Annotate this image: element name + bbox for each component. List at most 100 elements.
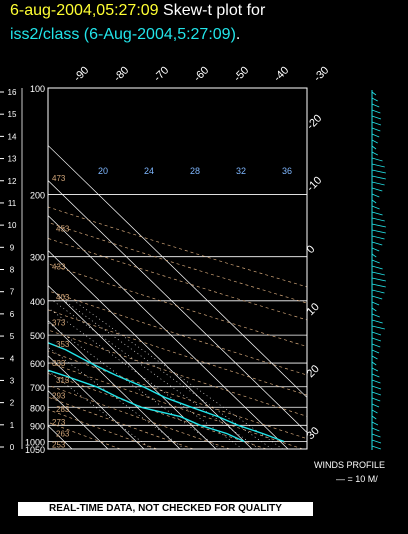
height-tick-label: 0: [10, 443, 15, 452]
height-tick-label: 13: [8, 155, 17, 164]
dry-adiabat-label: 263: [56, 430, 70, 439]
pressure-tick-label: 300: [30, 253, 45, 263]
plot-grid: [48, 88, 307, 449]
dry-adiabat-line: [48, 373, 267, 449]
wind-barb: [371, 181, 385, 186]
isotherm-top-label: -80: [112, 64, 132, 84]
dry-adiabat-label: 273: [52, 418, 66, 427]
wind-barb: [371, 379, 381, 384]
wind-barb: [371, 283, 386, 288]
winds-scale-label: — = 10 M/: [336, 474, 378, 484]
dry-adiabat-label: 253: [52, 441, 66, 450]
wind-barb: [371, 229, 386, 234]
dry-adiabat-line: [48, 350, 307, 440]
mixing-ratio-label: 24: [144, 166, 154, 176]
wind-barb: [371, 217, 385, 222]
wind-barb: [371, 409, 378, 414]
pressure-tick-label: 500: [30, 331, 45, 341]
mixing-ratio-line: [48, 307, 243, 449]
wind-barb: [371, 211, 383, 216]
isotherm-line: [48, 144, 307, 398]
wind-barb: [371, 127, 381, 132]
dry-adiabat-line: [48, 396, 194, 449]
sounding-traces: [48, 341, 285, 443]
height-tick-label: 10: [8, 221, 17, 230]
wind-barb: [371, 391, 382, 396]
isotherm-line: [48, 250, 253, 449]
wind-barb: [371, 271, 385, 276]
pressure-tick-label: 400: [30, 297, 45, 307]
height-tick-label: 8: [10, 266, 15, 275]
wind-barb: [371, 319, 383, 324]
isotherm-line: [48, 214, 289, 449]
title-line-1: 6-aug-2004,05:27:09 Skew-t plot for: [10, 2, 265, 20]
station-time: 6-aug-2004,05:27:09: [10, 2, 159, 19]
height-tick-label: 11: [8, 199, 17, 208]
wind-barb: [371, 157, 383, 162]
wind-barb: [371, 367, 379, 372]
isotherm-line: [48, 179, 307, 433]
wind-barb: [371, 151, 378, 156]
wind-barb: [371, 325, 385, 330]
dry-adiabat-line: [48, 361, 303, 449]
isotherm-top-label: -90: [72, 64, 92, 84]
isotherm-right-label: -20: [305, 112, 325, 132]
wind-barb: [371, 109, 381, 114]
plot-type: Skew-t plot for: [158, 2, 266, 19]
height-tick-label: 1: [10, 421, 15, 430]
dry-adiabat-line: [48, 329, 307, 417]
dry-adiabat-line: [48, 421, 121, 449]
dry-adiabat-label: 353: [56, 340, 70, 349]
wind-barb: [371, 427, 380, 432]
height-tick-label: 15: [8, 110, 17, 119]
wind-barb: [371, 445, 381, 450]
wind-barb: [371, 403, 380, 408]
wind-barb: [371, 205, 380, 210]
dry-adiabat-label: 403: [56, 293, 70, 302]
wind-barb: [371, 397, 381, 402]
sounding-temperature-line: [48, 341, 285, 443]
pressure-tick-label: 200: [30, 190, 45, 200]
sounding-dewpoint-line: [48, 369, 245, 443]
height-tick-label: 14: [8, 132, 17, 141]
isotherm-right-label: -10: [305, 174, 325, 194]
wind-barb: [371, 385, 382, 390]
height-tick-label: 2: [10, 399, 15, 408]
height-tick-label: 16: [8, 88, 17, 97]
height-tick-label: 3: [10, 376, 15, 385]
wind-barb: [371, 259, 380, 264]
height-tick-label: 6: [10, 310, 15, 319]
wind-barb: [371, 355, 378, 360]
wind-barb: [371, 439, 382, 444]
dry-adiabat-line: [48, 309, 307, 396]
winds-profile-title: WINDS PROFILE: [314, 460, 386, 470]
mixing-ratio-line: [48, 346, 185, 449]
mixing-ratio-line: [48, 322, 221, 449]
mixing-ratio-label: 36: [282, 166, 292, 176]
pressure-tick-label: 600: [30, 359, 45, 369]
wind-barb: [371, 253, 377, 258]
wind-barb: [371, 97, 378, 102]
quality-notice: REAL-TIME DATA, NOT CHECKED FOR QUALITY: [18, 502, 313, 516]
dry-adiabat-line: [48, 384, 230, 449]
pressure-tick-label: 800: [30, 403, 45, 413]
wind-barb: [371, 91, 377, 96]
wind-barb: [371, 277, 386, 282]
height-tick-label: 9: [10, 243, 15, 252]
wind-barb: [371, 361, 377, 366]
isotherm-line: [48, 355, 145, 449]
dry-adiabat-label: 293: [52, 391, 66, 400]
title-period: .: [235, 26, 241, 43]
wind-barb: [371, 139, 378, 144]
wind-barb: [371, 295, 383, 300]
isotherm-top-label: -40: [272, 64, 292, 84]
wind-barb: [371, 103, 380, 108]
wind-barb: [371, 421, 379, 426]
dry-adiabat-line: [48, 409, 157, 449]
wind-barb: [371, 193, 380, 198]
height-tick-label: 12: [8, 177, 17, 186]
wind-barb: [371, 289, 385, 294]
wind-barb: [371, 169, 386, 174]
height-tick-label: 7: [10, 288, 15, 297]
pressure-tick-label: 1050: [25, 445, 45, 455]
